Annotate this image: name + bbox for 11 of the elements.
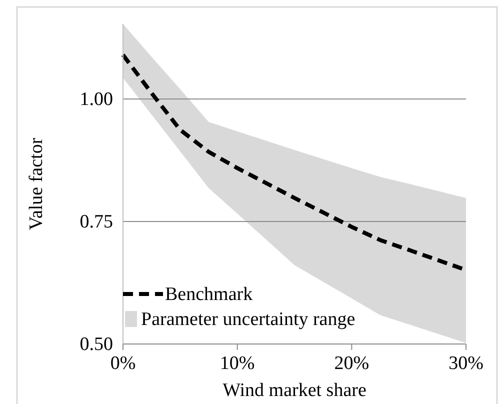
y-tick-label: 0.75 bbox=[80, 211, 113, 232]
legend-label: Benchmark bbox=[165, 284, 254, 305]
x-tick-label: 10% bbox=[220, 353, 255, 374]
x-axis-title: Wind market share bbox=[222, 380, 366, 401]
x-tick-label: 30% bbox=[448, 353, 484, 374]
y-tick-label: 0.50 bbox=[80, 334, 113, 355]
x-tick-label: 0% bbox=[110, 353, 136, 374]
annotation: Parameter uncertainty range bbox=[141, 309, 356, 330]
x-tick-label: 20% bbox=[334, 353, 370, 374]
y-tick-label: 1.00 bbox=[80, 88, 113, 110]
y-axis-title: Value factor bbox=[26, 137, 47, 230]
